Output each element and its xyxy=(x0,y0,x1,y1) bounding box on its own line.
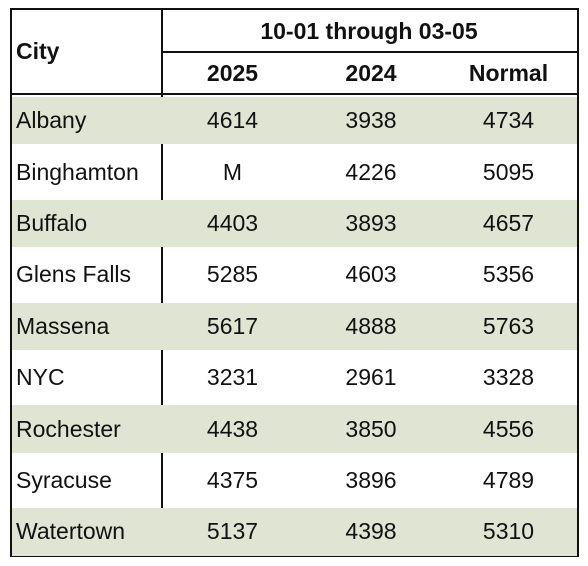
value-cell: 4888 xyxy=(345,312,397,339)
city-cell: Watertown xyxy=(16,518,126,545)
value-cell: 2961 xyxy=(345,364,397,391)
value-cell: 4403 xyxy=(206,209,259,236)
city-cell: Buffalo xyxy=(16,209,88,236)
value-cell: 5763 xyxy=(482,312,535,339)
column-header: Normal xyxy=(468,59,549,86)
value-cell: 3893 xyxy=(345,209,397,236)
column-header: 2024 xyxy=(345,59,397,86)
city-header: City xyxy=(16,38,60,64)
row-shade xyxy=(12,97,577,145)
value-cell: 3231 xyxy=(206,364,259,391)
value-cell: 4226 xyxy=(345,158,397,185)
table: City 10-01 through 03-05 2025 2024 Normal A… xyxy=(10,8,579,557)
city-cell: Massena xyxy=(16,312,110,339)
value-cell: 4789 xyxy=(482,466,535,493)
city-cell: Binghamton xyxy=(16,158,139,185)
value-cell: 3938 xyxy=(345,107,397,134)
value-cell: 3896 xyxy=(345,466,397,493)
header-divider xyxy=(161,51,577,53)
header-bottom-border xyxy=(12,93,577,95)
value-cell: 5356 xyxy=(482,261,535,288)
period-header: 10-01 through 03-05 xyxy=(260,17,478,44)
value-cell: 5095 xyxy=(482,158,535,185)
column-divider xyxy=(161,10,163,555)
value-cell: 4603 xyxy=(345,261,397,288)
city-cell: Albany xyxy=(16,107,87,134)
value-cell: 5285 xyxy=(206,261,259,288)
city-cell: Rochester xyxy=(16,415,121,442)
value-cell: 4398 xyxy=(345,518,397,545)
value-cell: 4734 xyxy=(482,107,535,134)
value-cell: 3328 xyxy=(482,364,535,391)
row-shade xyxy=(12,405,577,453)
city-cell: Syracuse xyxy=(16,466,112,493)
row-shade xyxy=(12,508,577,556)
column-header: 2025 xyxy=(206,59,259,86)
value-cell: 5137 xyxy=(206,518,259,545)
value-cell: 4438 xyxy=(206,415,259,442)
value-cell: 4657 xyxy=(482,209,535,236)
value-cell: 5617 xyxy=(206,312,259,339)
city-cell: Glens Falls xyxy=(16,261,132,288)
value-cell: 5310 xyxy=(482,518,535,545)
row-shade xyxy=(12,199,577,248)
value-cell: 4614 xyxy=(206,107,259,134)
value-cell: 4375 xyxy=(206,466,259,493)
value-cell: M xyxy=(222,158,243,185)
city-cell: NYC xyxy=(16,364,65,391)
value-cell: 4556 xyxy=(482,415,535,442)
row-shade xyxy=(12,302,577,350)
value-cell: 3850 xyxy=(345,415,397,442)
